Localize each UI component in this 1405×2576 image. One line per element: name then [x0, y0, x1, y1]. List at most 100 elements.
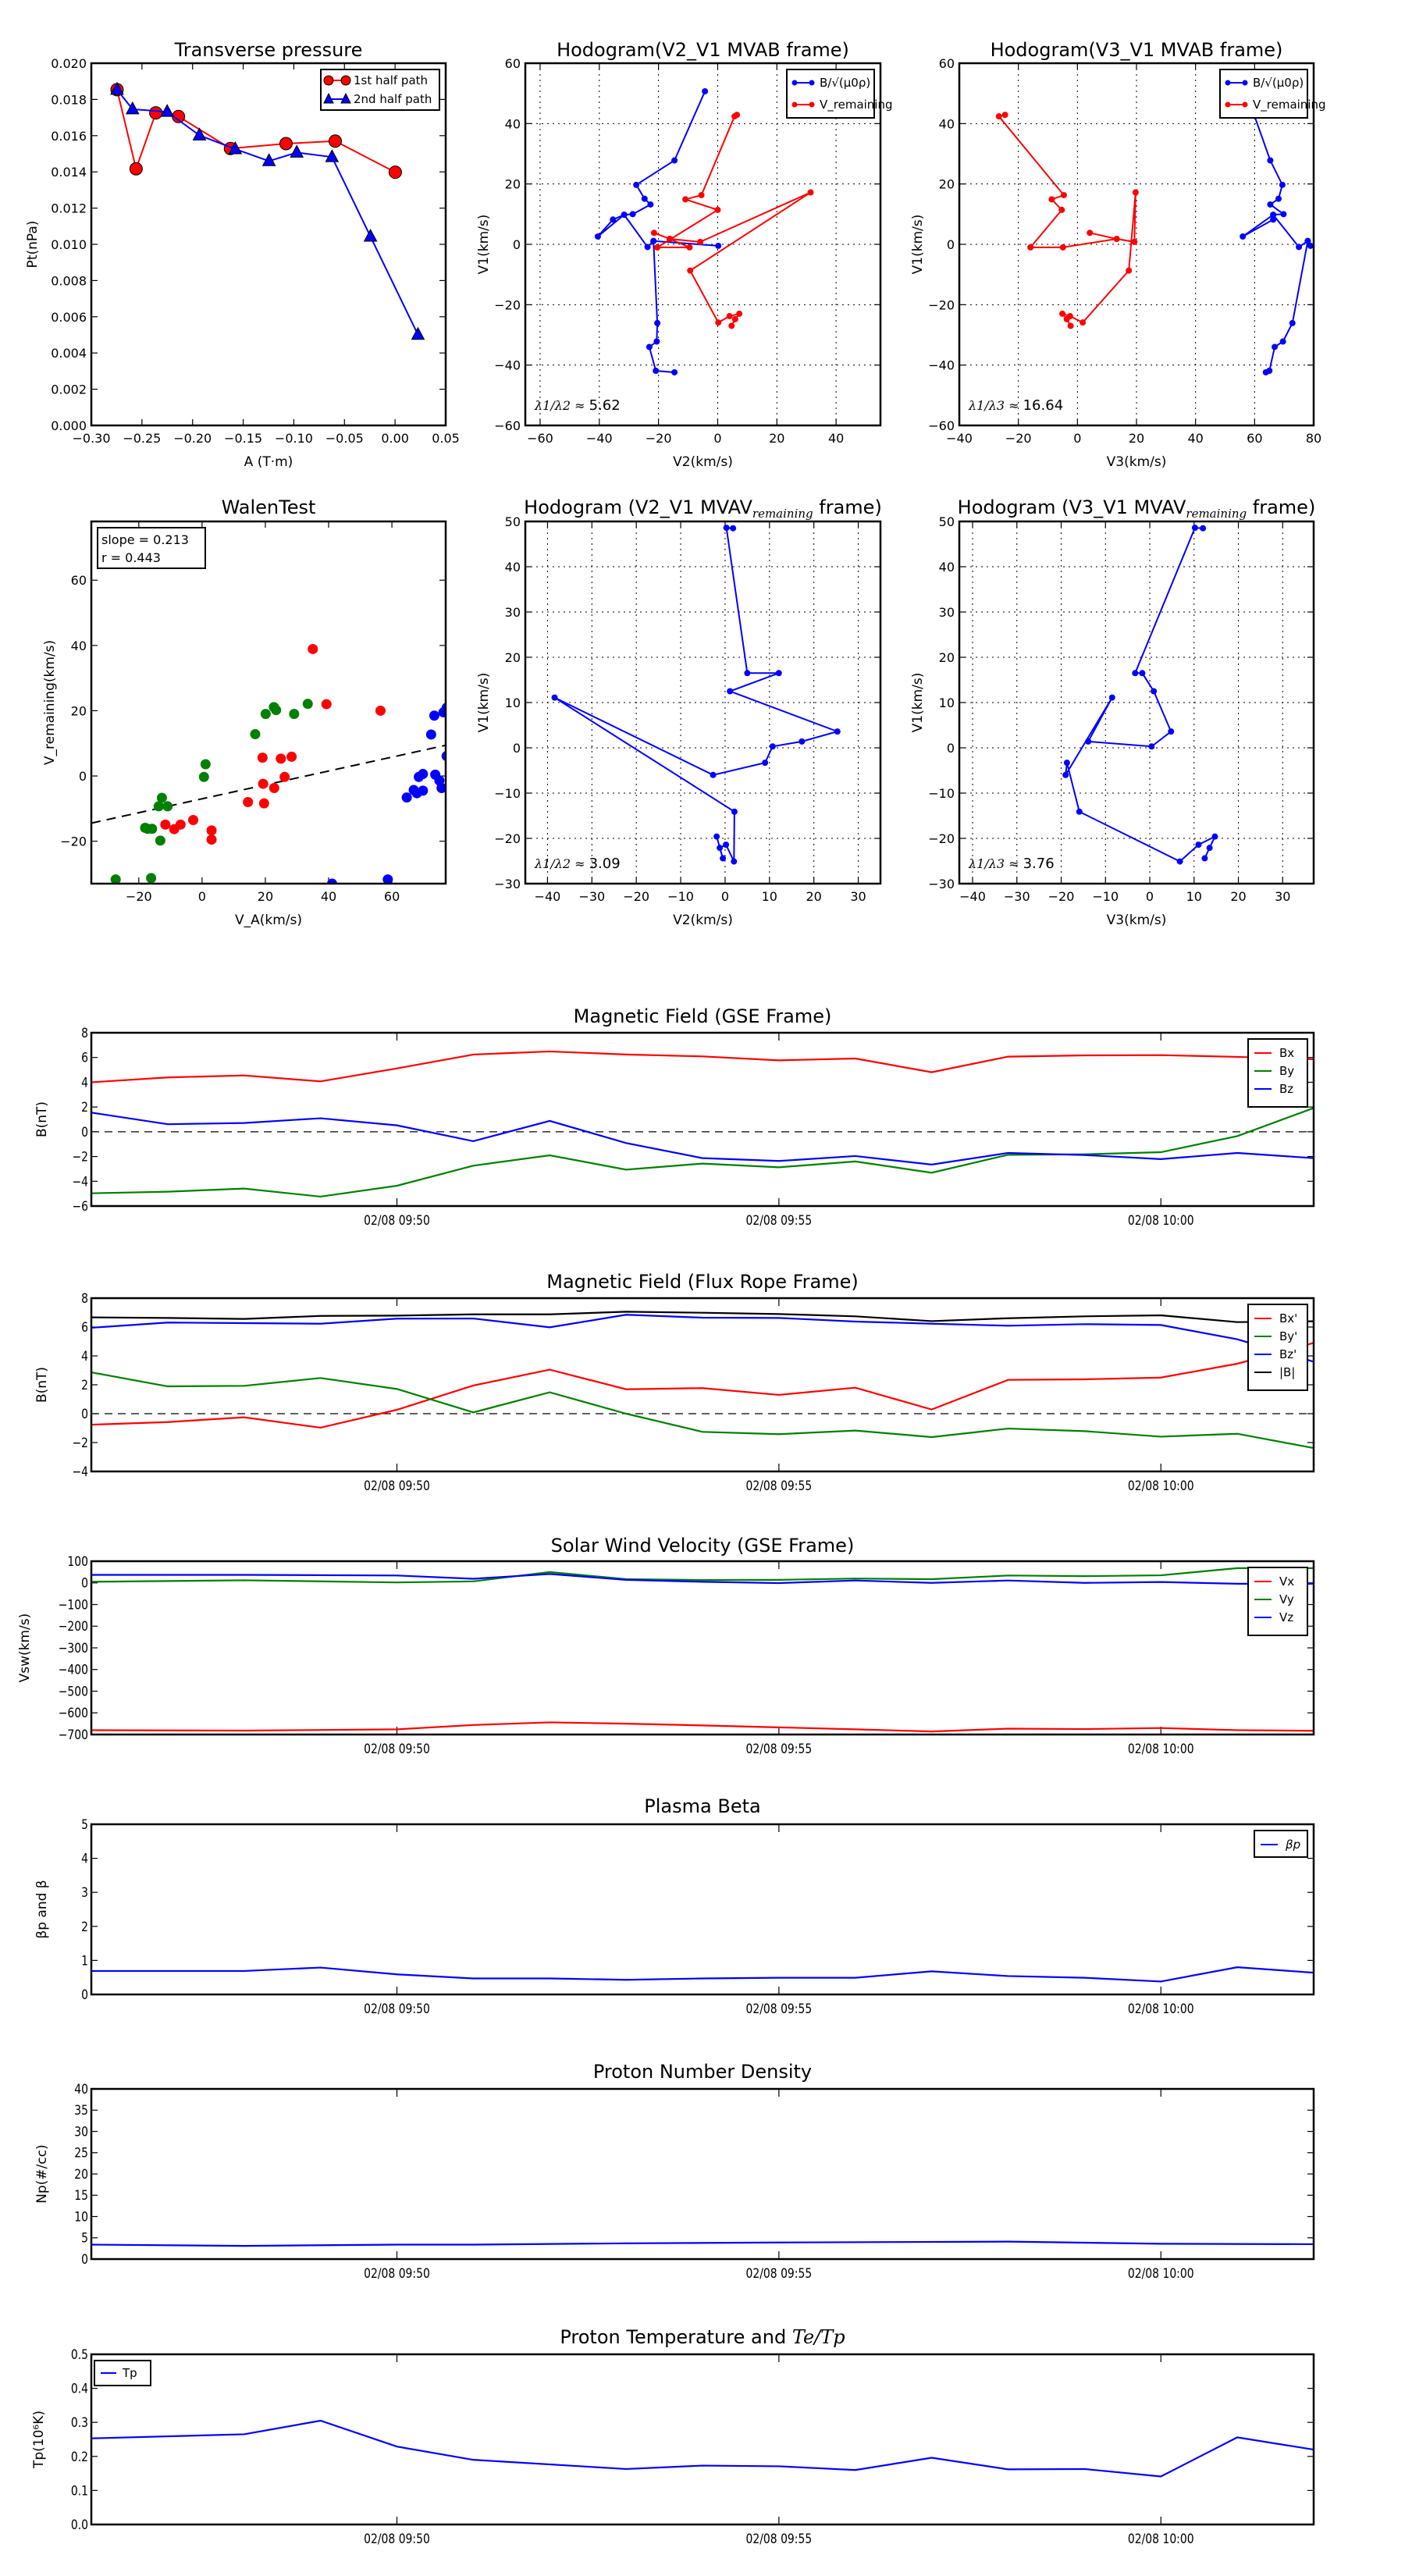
series-line-B/√(μ0ρ): [1242, 91, 1311, 373]
x-tick-label: −10: [1092, 889, 1119, 904]
legend-label: Vy: [1279, 1592, 1294, 1606]
y-tick-label: 40: [939, 116, 955, 131]
marker-dot: [1289, 319, 1296, 326]
legend-label: 1st half path: [354, 73, 428, 87]
b-gse-title: Magnetic Field (GSE Frame): [574, 1005, 832, 1027]
y-tick-label: 35: [74, 2103, 88, 2119]
slope-label: slope = 0.213: [101, 532, 189, 547]
y-tick-label: −4: [72, 1174, 88, 1190]
legend-marker: [323, 92, 334, 104]
scatter-point-x-component: [146, 873, 157, 884]
y-tick-label: −10: [928, 786, 955, 801]
x-tick-label: 0: [721, 889, 729, 904]
y-tick-label: 20: [505, 650, 521, 665]
b-fr-axes-frame: [90, 1297, 1315, 1473]
scatter-point-x-component: [200, 759, 211, 770]
time-tick-label: 02/08 10:00: [1128, 1478, 1194, 1494]
marker-dot: [1280, 211, 1287, 218]
marker-dot: [799, 738, 806, 745]
scatter-point-y-component: [206, 825, 217, 836]
time-tick-label: 02/08 10:00: [1128, 1742, 1194, 1757]
marker-triangle: [290, 144, 304, 158]
marker-dot: [641, 195, 648, 202]
marker-dot: [1139, 670, 1146, 677]
y-tick-label: 2: [81, 1100, 88, 1115]
x-tick-label: 30: [1275, 889, 1290, 904]
y-tick-label: −40: [494, 358, 521, 373]
marker-dot: [1267, 201, 1274, 208]
scatter-point-x-component: [289, 709, 300, 720]
marker-dot: [731, 858, 738, 865]
eigen-ratio-annotation: λ1/λ2 ≈ 3.09: [534, 856, 621, 872]
time-tick-label: 02/08 09:55: [746, 2001, 813, 2017]
y-tick-label: 2: [81, 1378, 88, 1393]
y-tick-label: 0.004: [51, 346, 87, 361]
y-tick-label: 60: [505, 56, 521, 71]
x-tick-label: 20: [258, 889, 273, 904]
marker-dot: [762, 760, 769, 767]
marker-dot: [1296, 244, 1303, 251]
legend-label: βp: [1285, 1838, 1300, 1852]
hodo-v3v1-mvab-axes-frame: [958, 62, 1315, 427]
x-tick-label: −0.25: [123, 431, 161, 446]
y-tick-label: 30: [505, 605, 521, 620]
scatter-point-y-component: [279, 771, 290, 782]
x-axis-label: V_A(km/s): [235, 913, 302, 928]
x-tick-label: −0.15: [224, 431, 262, 446]
y-tick-label: 0.006: [51, 310, 87, 325]
y-tick-label: 6: [81, 1050, 88, 1066]
series-line-V_remaining: [1065, 527, 1217, 863]
x-tick-label: −20: [126, 889, 152, 904]
scatter-point-x-component: [198, 771, 209, 782]
marker-dot: [1304, 237, 1311, 244]
y-tick-label: 100: [67, 1554, 88, 1570]
y-tick-label: 0.4: [71, 2381, 88, 2396]
x-axis-label: V2(km/s): [673, 913, 733, 928]
marker-dot: [1067, 322, 1074, 329]
y-tick-label: −20: [928, 831, 955, 846]
legend-box: [1247, 1567, 1308, 1636]
scatter-point-z-component: [429, 710, 439, 721]
time-tick-label: 02/08 09:50: [364, 1742, 430, 1757]
x-tick-label: −30: [1004, 889, 1030, 904]
marker-dot: [1148, 743, 1155, 750]
hodo-v3v1-mvab-chart: −40 −20 0 20 40 60 80−60−40−200204060V3(km/s)V…: [910, 39, 1326, 470]
x-tick-label: 40: [828, 431, 844, 446]
series-line-Vx: [91, 1721, 1314, 1733]
y-tick-label: −600: [59, 1706, 88, 1721]
series-line-βp: [91, 1966, 1314, 1983]
time-tick-label: 02/08 09:50: [364, 2266, 430, 2282]
y-tick-label: 0.010: [51, 237, 87, 252]
legend-marker: [791, 80, 798, 86]
vsw-title: Solar Wind Velocity (GSE Frame): [551, 1535, 855, 1557]
marker-dot: [1085, 738, 1092, 745]
walen-data: [91, 643, 446, 884]
scatter-point-x-component: [260, 709, 271, 720]
marker-dot: [1076, 808, 1083, 815]
marker-dot: [1087, 229, 1094, 237]
y-tick-label: 0.012: [51, 201, 87, 216]
legend-marker: [1242, 101, 1248, 108]
y-tick-label: 0: [81, 1987, 88, 2003]
marker-dot: [1108, 694, 1115, 701]
hodo-v2v1-mvab-chart: −60 −40 −20 0 20 40 −60 −40 −20 0 20 40 60 V2(km/s) V1…: [476, 39, 893, 470]
marker-dot: [1200, 525, 1207, 532]
legend-marker: [340, 75, 351, 86]
y-axis-label: V1(km/s): [910, 215, 926, 275]
marker-dot: [1060, 191, 1067, 198]
scatter-point-z-component: [382, 874, 393, 884]
y-tick-label: 5: [81, 2230, 88, 2246]
marker-dot: [671, 157, 678, 164]
marker-dot: [834, 728, 841, 735]
scatter-point-x-component: [250, 729, 261, 740]
marker-dot: [621, 212, 628, 219]
hodo-v2v1-mvav-data: [551, 525, 841, 865]
vsw-chart: Solar Wind Velocity (GSE Frame) 02/08 09:…: [17, 1535, 1315, 1757]
tp-chart: Proton Temperature and Te/Tp 02/08 09:50 0…: [31, 2326, 1315, 2546]
stats-box: [97, 527, 206, 569]
x-tick-label: −40: [535, 889, 561, 904]
legend-label: V_remaining: [1253, 98, 1326, 112]
legend-label: Vx: [1279, 1574, 1294, 1589]
marker-dot: [1168, 728, 1175, 735]
y-tick-label: −300: [59, 1641, 88, 1656]
